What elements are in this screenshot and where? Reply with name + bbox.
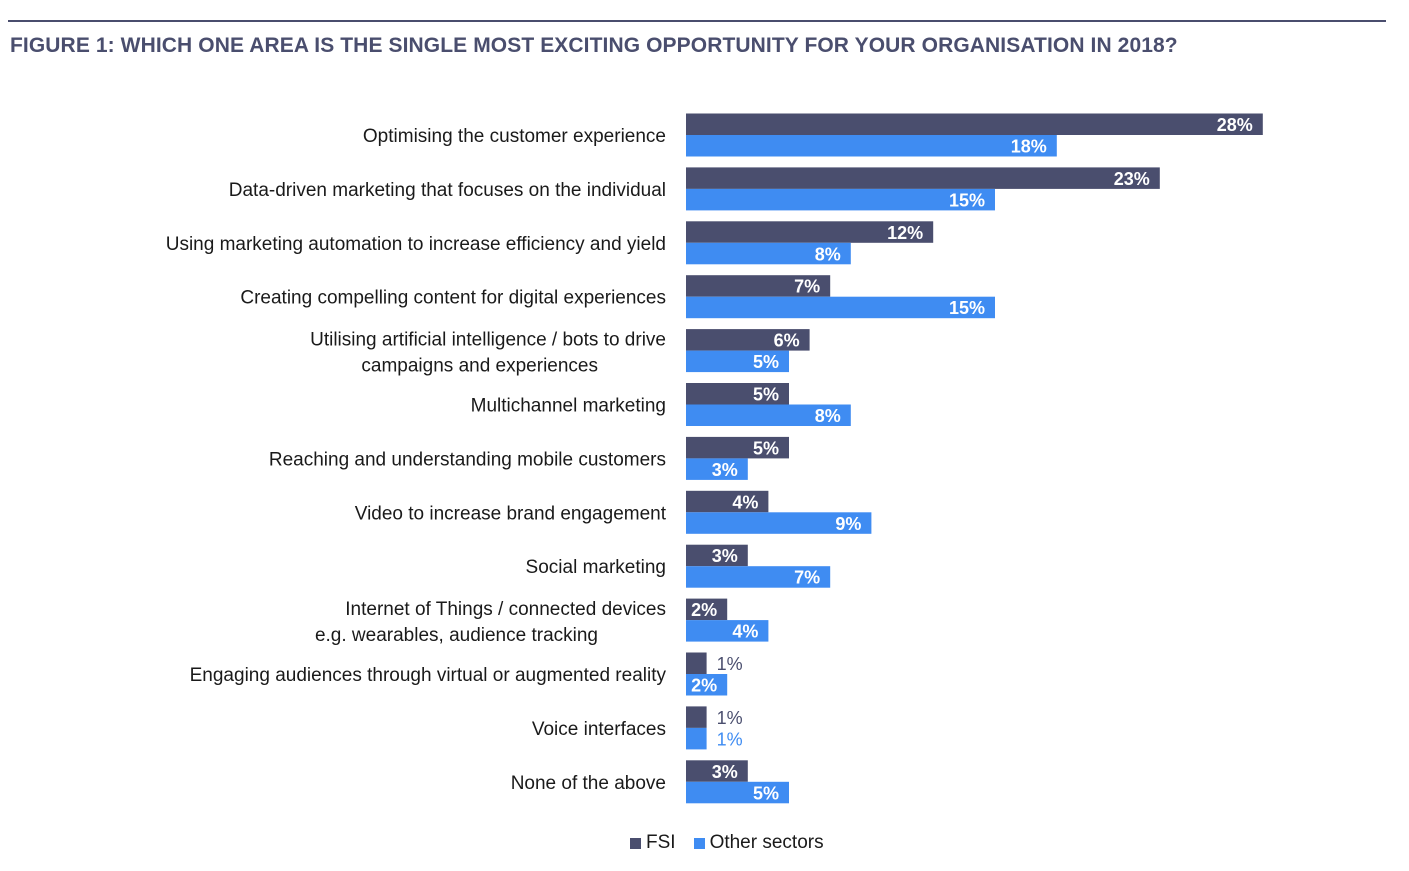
category-label: Utilising artificial intelligence / bots… [310,330,666,377]
bar-fsi [686,167,1160,189]
bar-fsi [686,544,748,567]
value-label-other-sectors: 3% [712,460,738,480]
value-label-other-sectors: 2% [691,676,717,696]
bar-fsi [686,383,789,405]
bar-fsi [686,706,707,728]
value-label-other-sectors: 8% [815,406,841,426]
category-label: Using marketing automation to increase e… [166,234,666,255]
bar-other-sectors [686,242,851,265]
bar-other-sectors [686,458,748,480]
value-label-fsi: 5% [753,438,779,458]
bar-fsi [686,436,789,459]
value-label-fsi: 1% [717,654,743,674]
value-label-fsi: 5% [753,385,779,405]
bar-other-sectors [686,620,769,642]
value-label-other-sectors: 15% [949,298,985,318]
bar-other-sectors [686,566,831,588]
legend-item-fsi: FSI [630,832,676,854]
bar-other-sectors [686,350,789,373]
category-label: Data-driven marketing that focuses on th… [229,180,666,201]
value-label-fsi: 3% [712,762,738,782]
bar-other-sectors [686,781,789,804]
value-label-other-sectors: 15% [949,190,985,210]
value-label-fsi: 28% [1217,115,1253,135]
category-label: Voice interfaces [532,719,666,740]
bar-fsi [686,113,1263,135]
category-label: Social marketing [526,557,666,578]
category-label: Video to increase brand engagement [355,503,667,524]
value-label-other-sectors: 18% [1011,137,1047,157]
category-label: Multichannel marketing [471,396,666,417]
bar-fsi [686,221,934,243]
value-label-fsi: 6% [774,331,800,351]
value-label-other-sectors: 7% [794,568,820,588]
value-label-fsi: 12% [887,223,923,243]
bar-other-sectors [686,135,1057,157]
value-label-other-sectors: 8% [815,244,841,264]
bar-other-sectors [686,404,851,426]
category-label: None of the above [511,773,666,794]
bar-fsi [686,275,831,297]
value-label-other-sectors: 5% [753,783,779,803]
value-label-fsi: 7% [794,277,820,297]
bar-other-sectors [686,188,995,211]
category-label: Internet of Things / connected devices e.… [315,599,666,646]
bar-fsi [686,760,748,782]
bar-fsi [686,490,769,513]
category-label: Creating compelling content for digital … [240,288,666,309]
bar-other-sectors [686,296,995,319]
value-label-fsi: 2% [691,600,717,620]
bar-fsi [686,652,707,674]
bar-fsi [686,598,728,621]
value-label-fsi: 23% [1114,169,1150,189]
legend-swatch-fsi [630,837,641,849]
top-rule [8,20,1386,22]
value-label-other-sectors: 4% [732,622,758,642]
figure-title: FIGURE 1: WHICH ONE AREA IS THE SINGLE M… [10,34,1178,57]
bar-fsi [686,329,810,351]
value-label-fsi: 1% [717,708,743,728]
category-label: Engaging audiences through virtual or au… [190,665,667,686]
category-label: Optimising the customer experience [363,126,666,147]
value-label-other-sectors: 5% [753,352,779,372]
value-label-fsi: 3% [712,546,738,566]
value-label-other-sectors: 9% [835,514,861,534]
value-label-fsi: 4% [732,492,758,512]
category-label: Reaching and understanding mobile custom… [269,449,666,470]
legend: FSI Other sectors [630,832,842,854]
value-label-other-sectors: 1% [717,729,743,749]
legend-label-fsi: FSI [646,832,676,853]
legend-label-other: Other sectors [709,832,824,853]
bar-other-sectors [686,512,872,534]
bar-other-sectors [686,727,707,750]
legend-swatch-other [693,837,705,849]
bar-other-sectors [686,674,728,696]
legend-item-other: Other sectors [693,832,824,854]
